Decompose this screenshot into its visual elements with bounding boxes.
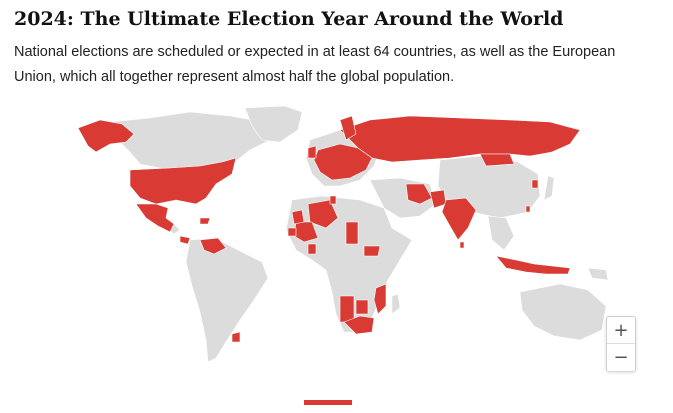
country-south-korea[interactable] — [531, 179, 539, 189]
country-south-america[interactable] — [185, 237, 269, 363]
country-japan[interactable] — [543, 175, 555, 201]
country-tunisia[interactable] — [329, 195, 337, 205]
country-mozambique[interactable] — [373, 283, 387, 315]
country-ghana[interactable] — [307, 243, 317, 255]
region-europe-eu[interactable] — [313, 143, 373, 181]
map-fade — [0, 368, 673, 388]
page-title: 2024: The Ultimate Election Year Around … — [14, 8, 564, 30]
country-papua-new-guinea[interactable] — [587, 267, 609, 281]
country-chad[interactable] — [345, 221, 359, 245]
country-iran[interactable] — [405, 183, 433, 205]
country-madagascar[interactable] — [391, 293, 401, 315]
country-south-africa[interactable] — [343, 315, 375, 335]
zoom-in-button[interactable]: + — [607, 317, 635, 344]
country-venezuela[interactable] — [199, 237, 227, 255]
country-india[interactable] — [441, 197, 477, 241]
country-russia[interactable] — [339, 115, 581, 163]
country-usa-alaska[interactable] — [77, 119, 135, 153]
country-botswana[interactable] — [355, 299, 369, 315]
country-taiwan[interactable] — [525, 205, 531, 213]
election-layer — [77, 115, 581, 343]
country-finland[interactable] — [339, 115, 357, 141]
region-southeast-asia[interactable] — [487, 215, 515, 251]
country-greenland[interactable] — [244, 105, 303, 143]
zoom-out-button[interactable]: − — [613, 347, 629, 368]
world-map[interactable] — [40, 100, 640, 375]
country-australia[interactable] — [519, 283, 607, 341]
country-mauritania[interactable] — [291, 209, 305, 225]
country-indonesia[interactable] — [495, 255, 571, 275]
country-algeria[interactable] — [307, 199, 339, 229]
country-usa[interactable] — [129, 157, 237, 205]
country-panama[interactable] — [179, 235, 191, 245]
country-uk[interactable] — [307, 145, 317, 159]
country-senegal[interactable] — [287, 227, 297, 237]
country-mongolia[interactable] — [479, 153, 515, 167]
page-subtitle: National elections are scheduled or expe… — [14, 44, 616, 85]
country-mexico[interactable] — [135, 203, 175, 233]
country-uruguay[interactable] — [231, 331, 241, 343]
country-canada[interactable] — [109, 111, 271, 171]
country-namibia[interactable] — [339, 295, 355, 323]
country-dominican-republic[interactable] — [199, 217, 211, 225]
country-south-sudan[interactable] — [363, 245, 381, 257]
land-layer — [109, 105, 627, 363]
country-sri-lanka[interactable] — [459, 241, 465, 249]
accent-bar — [304, 400, 352, 405]
zoom-control: + − — [606, 316, 636, 372]
